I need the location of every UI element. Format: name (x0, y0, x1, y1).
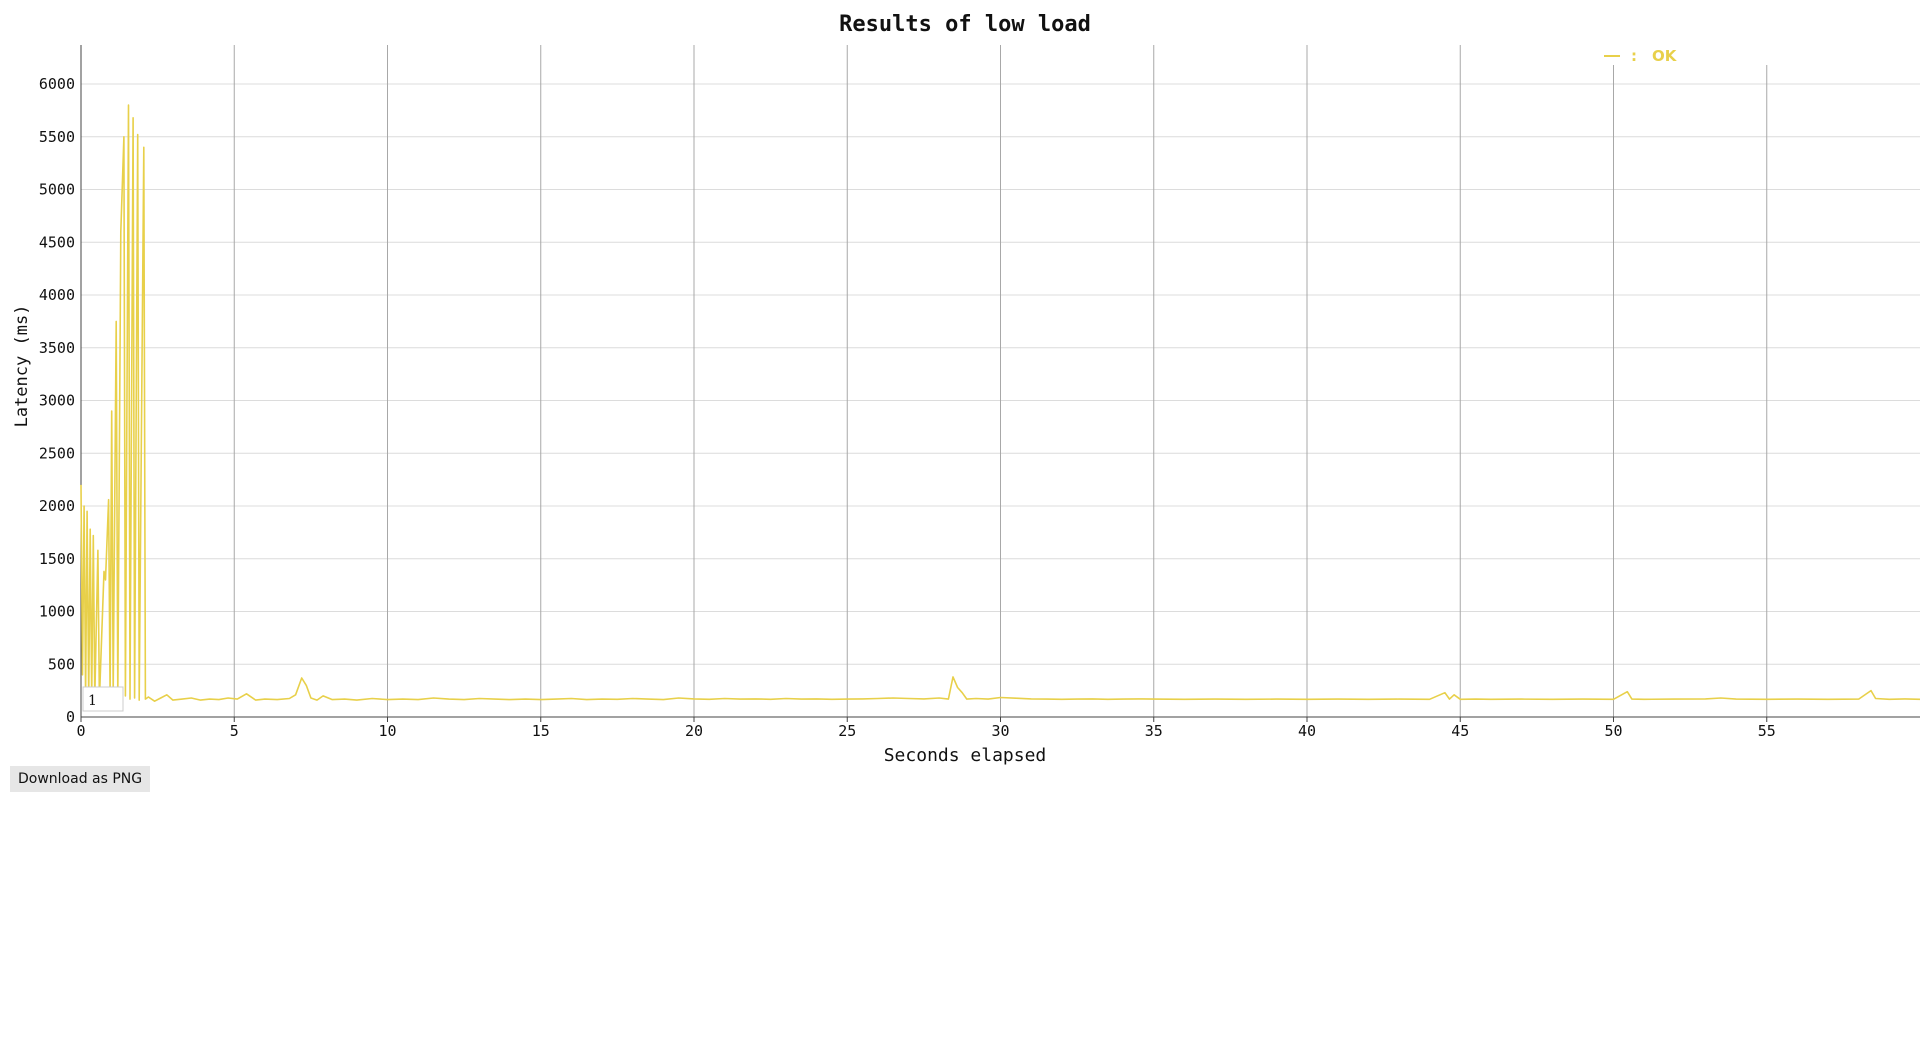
label-layer: 0500100015002000250030003500400045005000… (12, 12, 1776, 766)
y-tick-label: 6000 (39, 75, 75, 93)
grid-layer (81, 45, 1920, 717)
x-tick-label: 35 (1145, 722, 1163, 740)
download-png-button[interactable]: Download as PNG (10, 766, 151, 792)
y-tick-label: 1000 (39, 603, 75, 621)
y-tick-label: 3500 (39, 339, 75, 357)
x-tick-label: 20 (685, 722, 703, 740)
x-tick-label: 40 (1298, 722, 1316, 740)
x-axis-label: Seconds elapsed (884, 745, 1047, 766)
y-tick-label: 2000 (39, 497, 75, 515)
y-tick-label: 3000 (39, 392, 75, 410)
x-tick-label: 30 (991, 722, 1009, 740)
y-tick-label: 2500 (39, 444, 75, 462)
x-tick-label: 45 (1451, 722, 1469, 740)
y-tick-label: 500 (48, 655, 75, 673)
x-tick-label: 0 (76, 722, 85, 740)
x-tick-label: 15 (532, 722, 550, 740)
axis-layer (80, 45, 1920, 722)
y-tick-label: 0 (66, 708, 75, 726)
y-tick-label: 4000 (39, 286, 75, 304)
y-tick-label: 5500 (39, 128, 75, 146)
chart-title: Results of low load (839, 12, 1091, 37)
y-tick-label: 5000 (39, 181, 75, 199)
series-line-ok (80, 104, 1920, 703)
series-layer (80, 104, 1920, 703)
zoom-indicator-box (82, 686, 124, 712)
legend-separator: : (1631, 47, 1637, 65)
x-tick-label: 10 (378, 722, 396, 740)
y-tick-label: 4500 (39, 233, 75, 251)
zoom-indicator-label: 1 (88, 693, 97, 709)
x-tick-label: 25 (838, 722, 856, 740)
chart-area: 0 500 1000 1500 2000 2500 3000 3500 4000 4500 5000… (12, 12, 1920, 766)
legend-label-ok: OK (1652, 47, 1678, 65)
y-tick-label: 1500 (39, 550, 75, 568)
y-axis-label: Latency (ms) (12, 305, 32, 428)
x-tick-label: 5 (230, 722, 239, 740)
x-tick-label: 50 (1604, 722, 1622, 740)
x-tick-label: 55 (1758, 722, 1776, 740)
latency-chart: 0500100015002000250030003500400045005000… (12, 12, 1920, 766)
